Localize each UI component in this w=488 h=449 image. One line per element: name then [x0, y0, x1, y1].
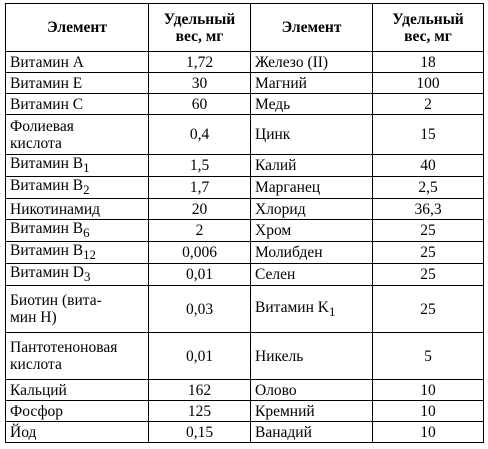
element-name-cell: Хлорид — [250, 198, 373, 221]
table-row: Пантотеноновая кислота 0,01 Никель 5 — [5, 332, 484, 381]
table-row: Фосфор 125 Кремний 10 — [5, 400, 484, 423]
element-name-cell: Никотинамид — [5, 198, 149, 221]
element-name-cell: Кремний — [250, 400, 373, 423]
weight-cell: 1,5 — [148, 153, 251, 178]
table-row: Кальций 162 Олово 10 — [5, 379, 484, 402]
element-name-cell: Олово — [250, 379, 373, 402]
weight-cell: 0,01 — [148, 332, 251, 381]
header-element-2: Элемент — [250, 3, 373, 52]
element-name-cell: Магний — [250, 72, 373, 94]
header-weight-2-line2: вес, мг — [404, 27, 452, 45]
element-name-cell: Витамин B1 — [5, 153, 149, 178]
table-row: Фолиевая кислота 0,4 Цинк 15 — [5, 114, 484, 155]
element-name-cell: Витамин D3 — [5, 263, 149, 287]
weight-cell: 20 — [148, 198, 251, 221]
weight-cell: 15 — [372, 114, 484, 155]
weight-cell: 0,006 — [148, 241, 251, 265]
weight-cell: 0,01 — [148, 263, 251, 287]
element-name-cell: Биотин (вита-мин H) — [5, 285, 149, 334]
table-row: Йод 0,15 Ванадий 10 — [5, 421, 484, 444]
element-name-cell: Никель — [250, 332, 373, 381]
element-name-cell: Хром — [250, 219, 373, 243]
weight-cell: 0,4 — [148, 114, 251, 155]
element-name-cell: Витамин B12 — [5, 241, 149, 265]
weight-cell: 25 — [372, 219, 484, 243]
table-row: Витамин B1 1,5 Калий 40 — [5, 153, 484, 178]
element-name-cell: Марганец — [250, 176, 373, 200]
table-row: Витамин E 30 Магний 100 — [5, 72, 484, 94]
element-name-cell: Витамин B2 — [5, 176, 149, 200]
weight-cell: 25 — [372, 263, 484, 287]
weight-cell: 40 — [372, 153, 484, 178]
element-name-cell: Ванадий — [250, 421, 373, 444]
weight-cell: 0,03 — [148, 285, 251, 334]
header-weight-2-line1: Удельный — [392, 10, 464, 28]
element-name-cell: Фосфор — [5, 400, 149, 423]
element-name-cell: Фолиевая кислота — [5, 114, 149, 155]
weight-cell: 18 — [372, 51, 484, 73]
header-weight-1-line1: Удельный — [163, 10, 236, 28]
element-name-cell: Витамин A — [5, 51, 149, 73]
weight-cell: 162 — [148, 379, 251, 402]
table-row: Никотинамид 20 Хлорид 36,3 — [5, 198, 484, 221]
weight-cell: 100 — [372, 72, 484, 94]
weight-cell: 10 — [372, 400, 484, 423]
element-name-cell: Витамин E — [5, 72, 149, 94]
header-element-1-label: Элемент — [47, 19, 107, 36]
weight-cell: 30 — [148, 72, 251, 94]
weight-cell: 36,3 — [372, 198, 484, 221]
weight-cell: 0,15 — [148, 421, 251, 444]
table-row: Витамин D3 0,01 Селен 25 — [5, 263, 484, 287]
weight-cell: 5 — [372, 332, 484, 381]
weight-cell: 1,7 — [148, 176, 251, 200]
table-row: Витамин C 60 Медь 2 — [5, 93, 484, 115]
element-name-cell: Витамин B6 — [5, 219, 149, 243]
element-name-cell: Медь — [250, 93, 373, 115]
element-name-cell: Пантотеноновая кислота — [5, 332, 149, 381]
weight-cell: 1,72 — [148, 51, 251, 73]
table-row: Витамин B6 2 Хром 25 — [5, 219, 484, 243]
element-name-cell: Калий — [250, 153, 373, 178]
header-weight-1-line2: вес, мг — [175, 27, 224, 45]
weight-cell: 25 — [372, 285, 484, 334]
weight-cell: 10 — [372, 379, 484, 402]
table-row: Биотин (вита-мин H) 0,03 Витамин K1 25 — [5, 285, 484, 334]
weight-cell: 125 — [148, 400, 251, 423]
table-row: Витамин B12 0,006 Молибден 25 — [5, 241, 484, 265]
element-name-cell: Селен — [250, 263, 373, 287]
element-name-cell: Молибден — [250, 241, 373, 265]
table-header-row: Элемент Удельный вес, мг Элемент Удельный… — [5, 3, 484, 52]
header-weight-2: Удельный вес, мг — [372, 3, 484, 52]
weight-cell: 60 — [148, 93, 251, 115]
header-element-2-label: Элемент — [281, 19, 342, 36]
element-name-cell: Витамин K1 — [250, 285, 373, 334]
weight-cell: 2 — [148, 219, 251, 243]
header-element-1: Элемент — [5, 3, 149, 52]
nutrient-table: Элемент Удельный вес, мг Элемент Удельный… — [5, 3, 484, 444]
element-name-cell: Железо (II) — [250, 51, 373, 73]
header-weight-1: Удельный вес, мг — [148, 3, 251, 52]
weight-cell: 10 — [372, 421, 484, 444]
element-name-cell: Цинк — [250, 114, 373, 155]
weight-cell: 2,5 — [372, 176, 484, 200]
weight-cell: 2 — [372, 93, 484, 115]
table-row: Витамин A 1,72 Железо (II) 18 — [5, 51, 484, 73]
weight-cell: 25 — [372, 241, 484, 265]
element-name-cell: Кальций — [5, 379, 149, 402]
element-name-cell: Витамин C — [5, 93, 149, 115]
element-name-cell: Йод — [5, 421, 149, 444]
table-row: Витамин B2 1,7 Марганец 2,5 — [5, 176, 484, 200]
